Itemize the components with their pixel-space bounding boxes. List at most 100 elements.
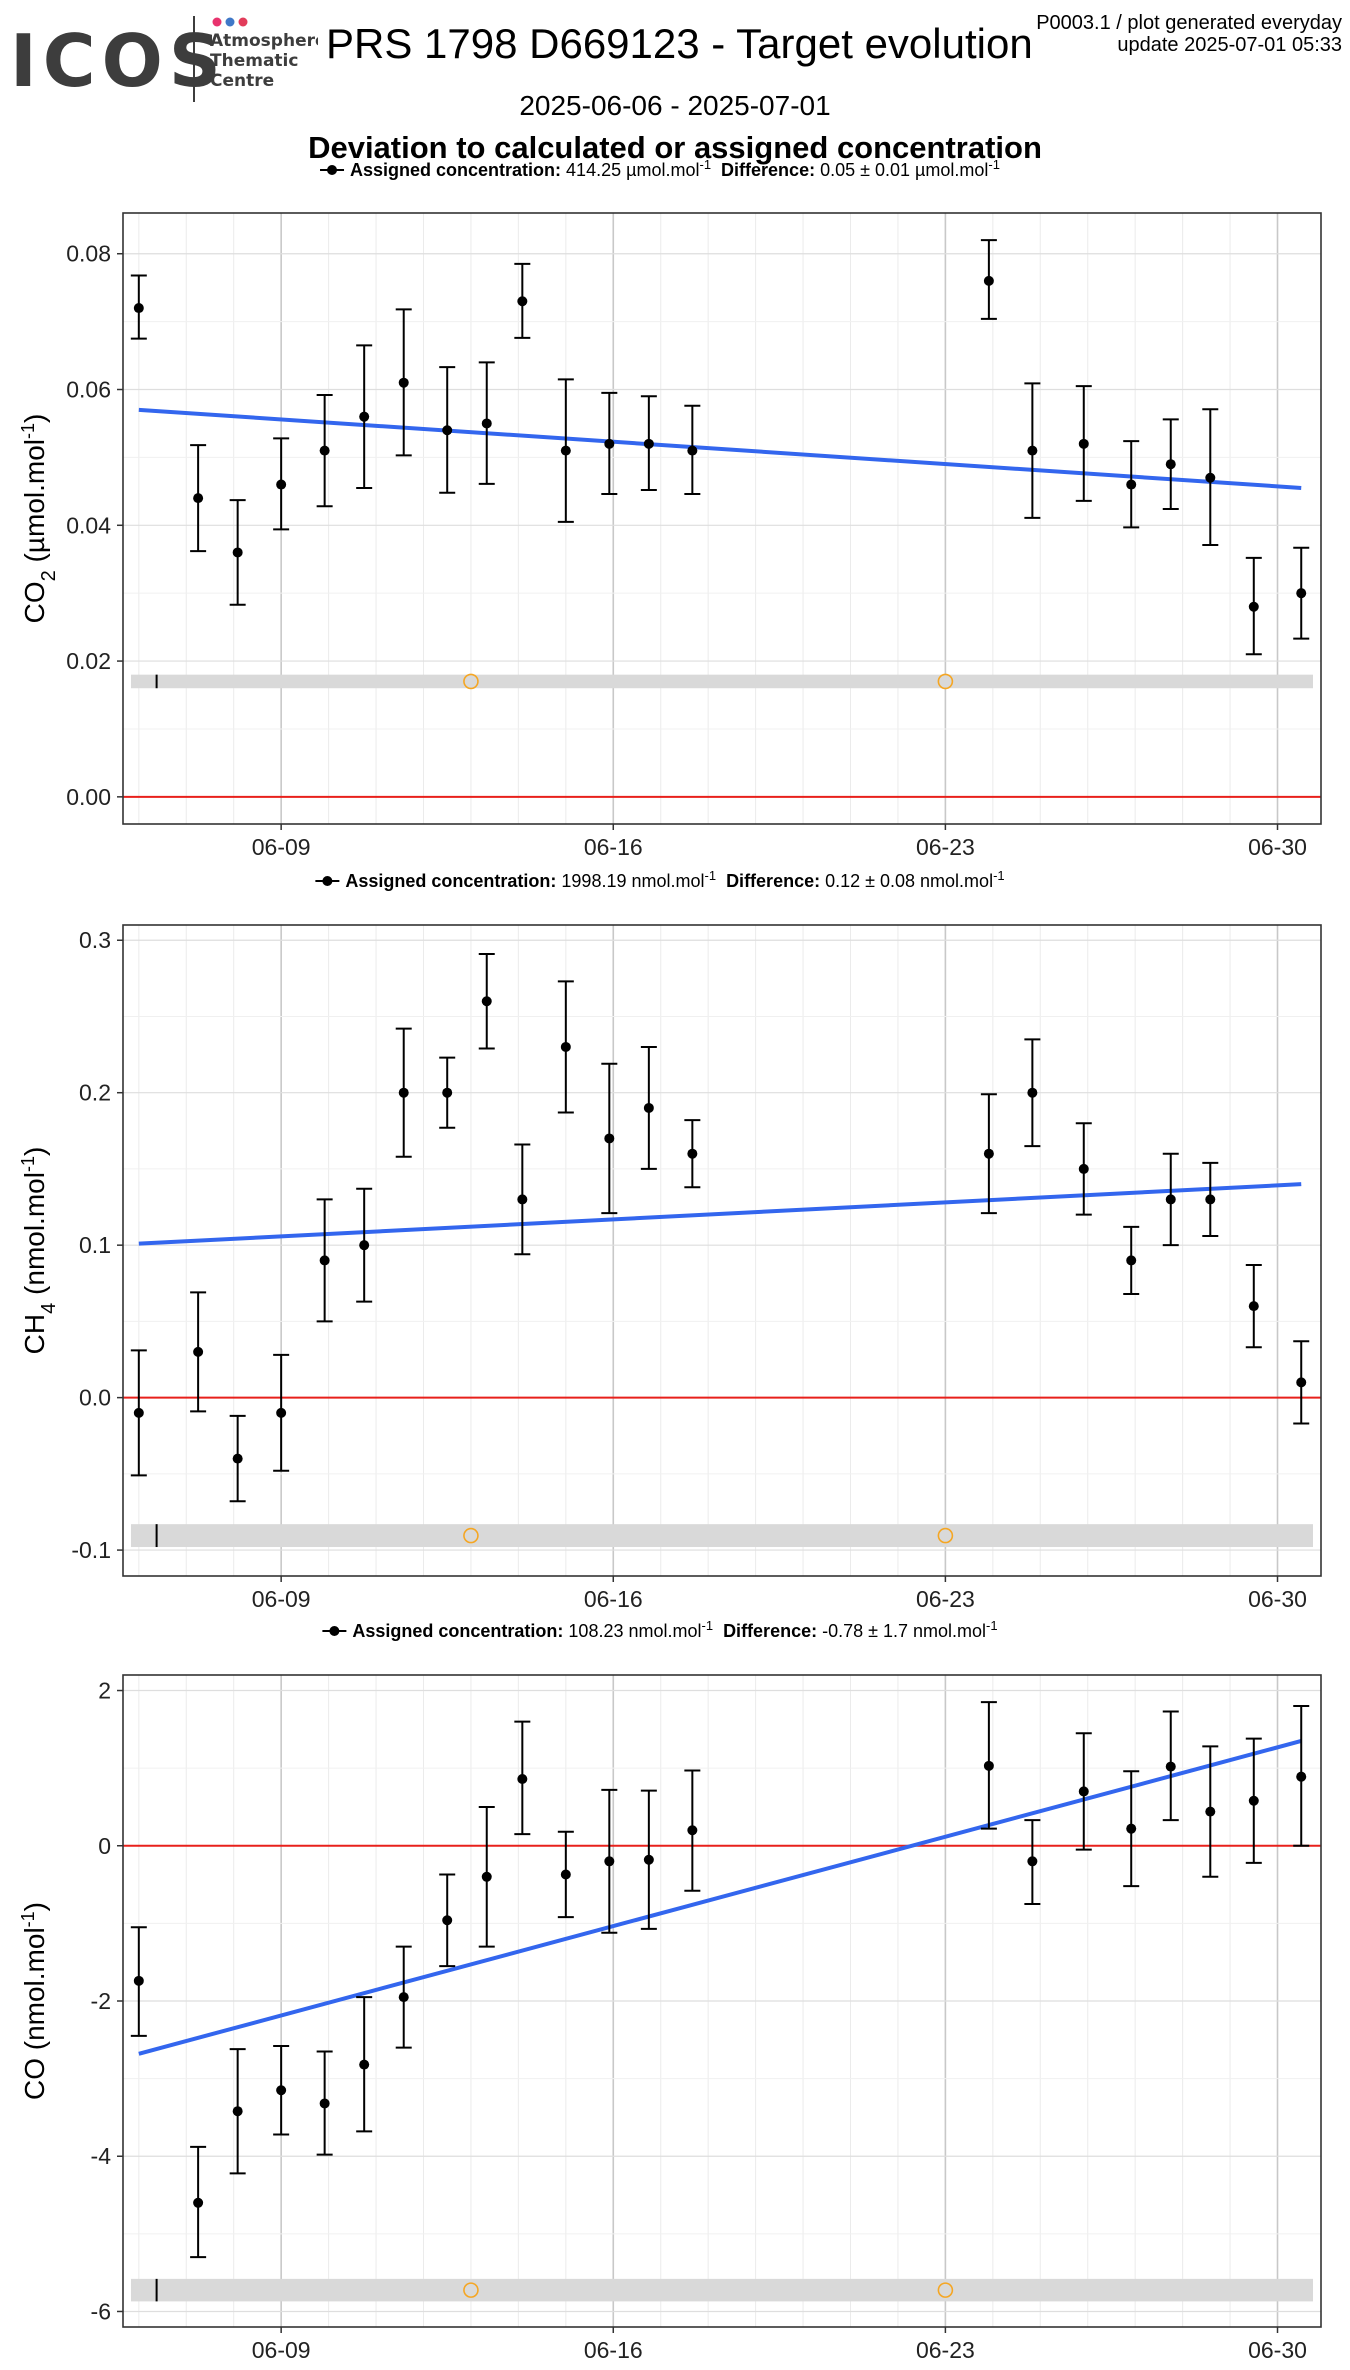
band-marker-circle [937,673,954,690]
data-point [560,1869,571,1880]
trend-line [138,1182,1302,1246]
data-point [359,411,370,422]
data-point [1078,438,1089,449]
plot-border [122,924,1322,1577]
band-marker-circle [937,1527,954,1544]
x-tick-label: 06-16 [584,1586,643,1612]
chart-panel-ch4: -0.1 0.0 0.1 0.2 0.3 06-09 06-16 06-23 06-30 CH4 … [18,868,1322,1612]
date-range: 2025-06-06 - 2025-07-01 [519,90,831,121]
data-point [983,275,994,286]
data-point [481,996,492,1007]
legend-difference-value: 0.05 ± 0.01 µmol.mol [820,160,988,180]
x-tick-label: 06-23 [916,2337,975,2363]
x-tick-label: 06-30 [1248,2337,1307,2363]
plot-area [123,925,1321,1576]
data-point [133,1975,144,1986]
x-tick-label: 06-30 [1248,834,1307,860]
x-tick-label: 06-23 [916,1586,975,1612]
data-point [232,2106,243,2117]
y-tick-label: -0.1 [71,1537,111,1563]
data-point [643,1854,654,1865]
data-point [1027,1856,1038,1867]
x-tick-label: 06-23 [916,834,975,860]
data-point [319,2098,330,2109]
trend-line [138,1739,1302,2056]
data-point [687,1148,698,1159]
y-axis-label-gas: CH [19,1314,50,1354]
data-point [133,303,144,314]
legend-exp: -1 [988,157,1000,172]
data-point [1248,1795,1259,1806]
data-point [517,296,528,307]
legend-difference-label: Difference: [726,871,825,891]
legend-exp: -1 [699,157,711,172]
x-tick-label: 06-09 [252,2337,311,2363]
y-tick-label: 0.08 [66,241,111,267]
legend-difference-value: 0.12 ± 0.08 nmol.mol [825,871,993,891]
data-point [442,425,453,436]
legend-exp: -1 [993,868,1005,883]
data-point [481,1871,492,1882]
data-point [983,1760,994,1771]
data-point [481,418,492,429]
data-point [319,1255,330,1266]
data-point [517,1194,528,1205]
data-point [276,2085,287,2096]
y-tick-label: -2 [91,1988,111,2014]
data-point [193,493,204,504]
legend-assigned-label: Assigned concentration: [345,871,561,891]
y-axis-label-unit: (nmol.mol [19,1927,50,2058]
chart-subtitle: Deviation to calculated or assigned conc… [308,130,1042,165]
data-point [319,445,330,456]
page-title: PRS 1798 D669123 - Target evolution [326,20,1033,67]
y-tick-label: 0.04 [66,512,111,538]
data-point [687,445,698,456]
y-axis-label-exp: -1 [18,1156,38,1172]
data-point [1027,445,1038,456]
data-point [276,479,287,490]
data-point [1248,601,1259,612]
x-tick-label: 06-09 [252,834,311,860]
data-point [398,377,409,388]
legend-key-point [329,1626,340,1636]
plot-area [123,213,1321,824]
data-point [442,1915,453,1926]
y-tick-label: 0.06 [66,377,111,403]
data-point [232,1453,243,1464]
logo-sub-1: Atmosphere [210,31,318,51]
reference-band [131,1524,1313,1548]
data-point [193,2197,204,2208]
data-point [193,1346,204,1357]
data-point [643,438,654,449]
legend-difference-label: Difference: [723,1621,822,1641]
data-point [1027,1087,1038,1098]
legend-assigned-value: 1998.19 nmol.mol [561,871,704,891]
legend-assigned-value: 414.25 µmol.mol [566,160,699,180]
data-point [1126,1255,1137,1266]
data-point [1126,479,1137,490]
y-tick-label: 0.1 [79,1232,111,1258]
reference-band [131,2278,1313,2302]
data-point [1205,472,1216,483]
y-axis-label-close: ) [19,1147,50,1156]
data-point [359,2059,370,2070]
y-axis-label-gas: CO [19,581,50,623]
chart-panel-co: -6 -4 -2 0 2 06-09 06-16 06-23 06-30 CO (nmol.mol… [18,1618,1322,2363]
logo-dot-3 [238,17,248,27]
data-point [604,1133,615,1144]
y-tick-label: 0.02 [66,648,111,674]
data-point [1126,1823,1137,1834]
y-axis-label: CO2 (µmol.mol-1) [18,414,60,624]
x-tick-label: 06-16 [584,2337,643,2363]
plot-border [122,212,1322,825]
x-tick-label: 06-09 [252,1586,311,1612]
data-point [133,1407,144,1418]
band-marker-circle [463,1527,479,1544]
legend-exp: -1 [986,1618,998,1633]
icos-logo-text: ICOS [10,19,227,103]
x-tick-label: 06-16 [584,834,643,860]
y-tick-label: 0.3 [79,927,111,953]
y-axis-label-unit: (nmol.mol [19,1172,50,1303]
data-point [359,1240,370,1251]
